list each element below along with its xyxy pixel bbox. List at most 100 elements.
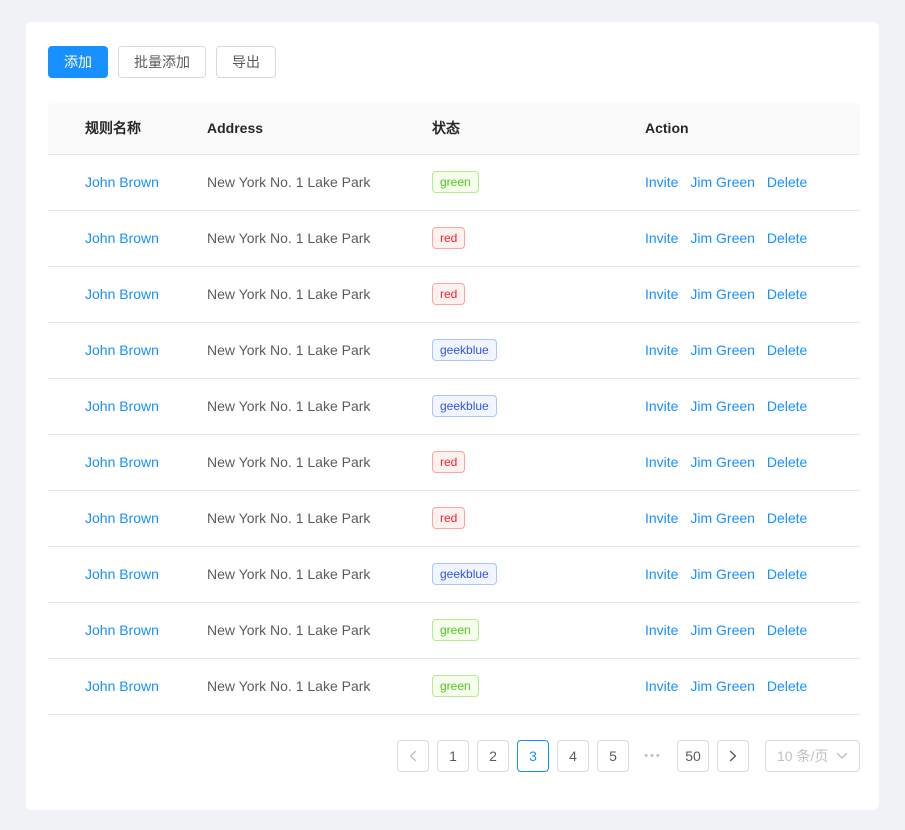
status-cell: red [432,266,645,323]
rule-name-link[interactable]: John Brown [85,342,159,358]
invite-link[interactable]: Invite [645,286,679,302]
rule-name-link[interactable]: John Brown [85,566,159,582]
invite-name-link[interactable]: Jim Green [690,174,755,190]
status-cell: green [432,602,645,659]
invite-name-link[interactable]: Jim Green [690,286,755,302]
status-cell: green [432,154,645,211]
status-tag: geekblue [432,395,497,417]
action-cell: Invite Jim Green Delete [645,378,860,435]
invite-link[interactable]: Invite [645,398,679,414]
rule-name-cell: John Brown [48,490,207,547]
rule-name-cell: John Brown [48,434,207,491]
page-size-label: 10 条/页 [777,747,829,764]
table-row: John Brown New York No. 1 Lake Park red … [48,434,860,491]
batch-add-button[interactable]: 批量添加 [118,46,206,78]
action-cell: Invite Jim Green Delete [645,490,860,547]
pagination-page-50[interactable]: 50 [677,739,709,772]
rule-name-link[interactable]: John Brown [85,622,159,638]
content-card: 添加 批量添加 导出 规则名称 Address 状态 Action John B… [26,22,879,810]
delete-link[interactable]: Delete [766,286,808,302]
invite-name-link[interactable]: Jim Green [690,622,755,638]
invite-name-link[interactable]: Jim Green [690,342,755,358]
action-cell: Invite Jim Green Delete [645,210,860,267]
rule-name-link[interactable]: John Brown [85,678,159,694]
action-cell: Invite Jim Green Delete [645,602,860,659]
rule-name-link[interactable]: John Brown [85,230,159,246]
rule-name-cell: John Brown [48,210,207,267]
status-cell: geekblue [432,378,645,435]
column-header-rule-name: 规则名称 [48,103,207,155]
pagination-page-2[interactable]: 2 [477,739,509,772]
rule-name-link[interactable]: John Brown [85,398,159,414]
delete-link[interactable]: Delete [766,230,808,246]
invite-link[interactable]: Invite [645,454,679,470]
invite-name-link[interactable]: Jim Green [690,566,755,582]
action-cell: Invite Jim Green Delete [645,658,860,715]
invite-link[interactable]: Invite [645,566,679,582]
export-button[interactable]: 导出 [216,46,276,78]
status-cell: green [432,658,645,715]
pagination-page-4[interactable]: 4 [557,739,589,772]
address-cell: New York No. 1 Lake Park [207,210,432,267]
invite-name-link[interactable]: Jim Green [690,510,755,526]
rule-name-link[interactable]: John Brown [85,510,159,526]
pagination-page-1[interactable]: 1 [437,739,469,772]
delete-link[interactable]: Delete [766,566,808,582]
table-row: John Brown New York No. 1 Lake Park red … [48,266,860,323]
action-cell: Invite Jim Green Delete [645,322,860,379]
pagination-page-5[interactable]: 5 [597,739,629,772]
pagination-next-button[interactable] [717,739,749,772]
address-cell: New York No. 1 Lake Park [207,154,432,211]
delete-link[interactable]: Delete [766,678,808,694]
table-row: John Brown New York No. 1 Lake Park gree… [48,602,860,659]
column-header-address: Address [207,103,432,155]
address-cell: New York No. 1 Lake Park [207,266,432,323]
address-cell: New York No. 1 Lake Park [207,378,432,435]
action-cell: Invite Jim Green Delete [645,434,860,491]
status-tag: green [432,619,479,641]
invite-link[interactable]: Invite [645,174,679,190]
delete-link[interactable]: Delete [766,342,808,358]
status-tag: geekblue [432,339,497,361]
invite-name-link[interactable]: Jim Green [690,398,755,414]
rule-name-cell: John Brown [48,602,207,659]
rule-name-cell: John Brown [48,154,207,211]
table-row: John Brown New York No. 1 Lake Park geek… [48,378,860,435]
invite-link[interactable]: Invite [645,510,679,526]
delete-link[interactable]: Delete [766,454,808,470]
toolbar: 添加 批量添加 导出 [48,46,860,78]
delete-link[interactable]: Delete [766,398,808,414]
rule-name-link[interactable]: John Brown [85,286,159,302]
invite-link[interactable]: Invite [645,678,679,694]
add-button[interactable]: 添加 [48,46,108,78]
status-tag: red [432,227,466,249]
status-tag: green [432,675,479,697]
status-cell: geekblue [432,546,645,603]
rule-name-link[interactable]: John Brown [85,454,159,470]
invite-name-link[interactable]: Jim Green [690,230,755,246]
address-cell: New York No. 1 Lake Park [207,490,432,547]
table-row: John Brown New York No. 1 Lake Park geek… [48,322,860,379]
page-size-select[interactable]: 10 条/页 [765,739,860,772]
rule-name-link[interactable]: John Brown [85,174,159,190]
rule-name-cell: John Brown [48,658,207,715]
invite-link[interactable]: Invite [645,230,679,246]
invite-name-link[interactable]: Jim Green [690,454,755,470]
status-cell: geekblue [432,322,645,379]
delete-link[interactable]: Delete [766,622,808,638]
table-row: John Brown New York No. 1 Lake Park geek… [48,546,860,603]
rule-name-cell: John Brown [48,322,207,379]
pagination-jump-next[interactable]: ••• [644,749,662,762]
status-cell: red [432,210,645,267]
status-cell: red [432,490,645,547]
delete-link[interactable]: Delete [766,174,808,190]
pagination-prev-button[interactable] [397,739,429,772]
delete-link[interactable]: Delete [766,510,808,526]
pagination-page-3-active[interactable]: 3 [517,739,549,772]
invite-link[interactable]: Invite [645,622,679,638]
column-header-status: 状态 [432,103,645,155]
chevron-left-icon [409,750,417,761]
invite-name-link[interactable]: Jim Green [690,678,755,694]
rule-name-cell: John Brown [48,266,207,323]
invite-link[interactable]: Invite [645,342,679,358]
